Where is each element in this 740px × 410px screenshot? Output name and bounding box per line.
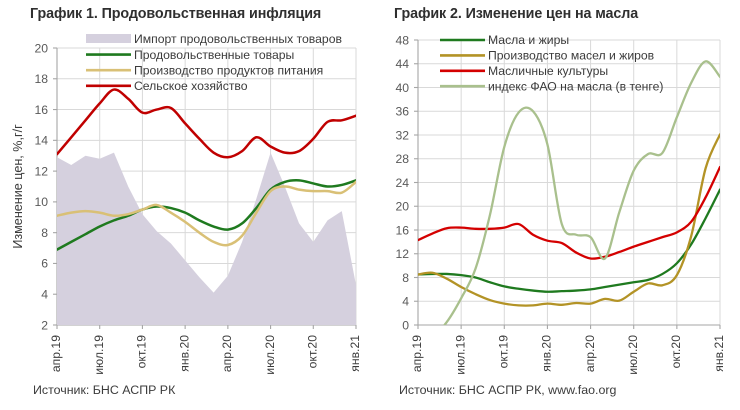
y-tick-label: 2 (41, 318, 48, 332)
chart-canvas-food-inflation: 2 4 6 8 10 12 14 16 18 20 апр.19 июл.19 окт.19 янв.20… (11, 32, 362, 375)
x-tick-label: окт.20 (669, 335, 683, 369)
y-tick-label: 4 (41, 288, 48, 302)
y-tick-label: 14 (34, 134, 48, 148)
y-tick-label: 0 (402, 318, 409, 332)
series-line (57, 88, 356, 159)
y-tick-label: 8 (41, 226, 48, 240)
y-tick-label: 12 (395, 247, 409, 261)
y-tick-label: 4 (402, 295, 409, 309)
chart-svg-food-inflation: 2 4 6 8 10 12 14 16 18 20 апр.19 июл.19 окт.19 янв.20… (11, 32, 362, 375)
series-line (57, 180, 356, 247)
legend-swatch (86, 34, 131, 43)
chart-title-food-inflation: График 1. Продовольственная инфляция (30, 6, 322, 22)
y-tick-label: 32 (395, 128, 409, 142)
x-tick-label: июл.19 (92, 335, 106, 375)
x-tick-label: июл.19 (453, 335, 467, 375)
y-axis-title: Изменение цен, %,г/г (11, 124, 25, 249)
series-line (418, 165, 720, 260)
legend-label: Масличные культуры (488, 64, 608, 78)
y-tick-label: 16 (34, 103, 48, 117)
x-tick-label: янв.21 (348, 335, 362, 372)
x-tick-label: апр.19 (410, 335, 424, 372)
legend-label: Сельское хозяйство (134, 79, 248, 93)
y-tick-label: 28 (395, 152, 409, 166)
x-tick-label: янв.20 (540, 335, 554, 372)
x-tick-label: окт.19 (135, 335, 149, 369)
legend-label: Продовольственные товары (134, 48, 294, 62)
x-tick-label: янв.20 (177, 335, 191, 372)
x-tick-label: окт.20 (306, 335, 320, 369)
chart-panel-oil-prices: График 2. Изменение цен на масла 0 4 8 12 16… (372, 0, 740, 405)
y-tick-label: 48 (395, 33, 409, 47)
legend-label: Производство продуктов питания (134, 63, 323, 77)
chart-panel-food-inflation: График 1. Продовольственная инфляция 2 4 6… (0, 0, 372, 405)
y-tick-label: 10 (34, 195, 48, 209)
series-line (418, 188, 720, 293)
legend-label: Масла и жиры (488, 33, 569, 47)
y-tick-label: 20 (395, 200, 409, 214)
chart-source-food-inflation: Источник: БНС АСПР РК (33, 383, 176, 397)
y-tick-label: 20 (34, 41, 48, 55)
series-line (57, 179, 356, 251)
y-tick-label: 18 (34, 72, 48, 86)
series-area (57, 152, 356, 325)
y-tick-label: 24 (395, 176, 409, 190)
x-tick-label: янв.21 (712, 335, 726, 372)
legend-label: Импорт продовольственных товаров (134, 32, 342, 46)
series-line (418, 133, 720, 307)
y-tick-label: 40 (395, 81, 409, 95)
y-tick-label: 36 (395, 105, 409, 119)
y-tick-label: 44 (395, 57, 409, 71)
y-tick-label: 6 (41, 257, 48, 271)
y-tick-label: 16 (395, 223, 409, 237)
x-tick-label: июл.20 (263, 335, 277, 375)
x-tick-label: апр.20 (583, 335, 597, 372)
x-tick-label: апр.19 (49, 335, 63, 372)
chart-title-oil-prices: График 2. Изменение цен на масла (394, 6, 639, 22)
x-tick-label: июл.20 (626, 335, 640, 375)
legend-label: индекс ФАО на масла (в тенге) (488, 79, 663, 93)
y-tick-label: 12 (34, 164, 48, 178)
series-line (442, 60, 720, 325)
chart-source-oil-prices: Источник: БНС АСПР РК, www.fao.org (399, 383, 617, 397)
x-tick-label: окт.19 (497, 335, 511, 369)
chart-canvas-oil-prices: 0 4 8 12 16 20 24 28 32 36 40 44 48 апр.19 июл.19 окт.1… (372, 0, 740, 410)
x-tick-label: апр.20 (220, 335, 234, 372)
legend-label: Производство масел и жиров (488, 49, 654, 63)
y-tick-label: 8 (402, 271, 409, 285)
